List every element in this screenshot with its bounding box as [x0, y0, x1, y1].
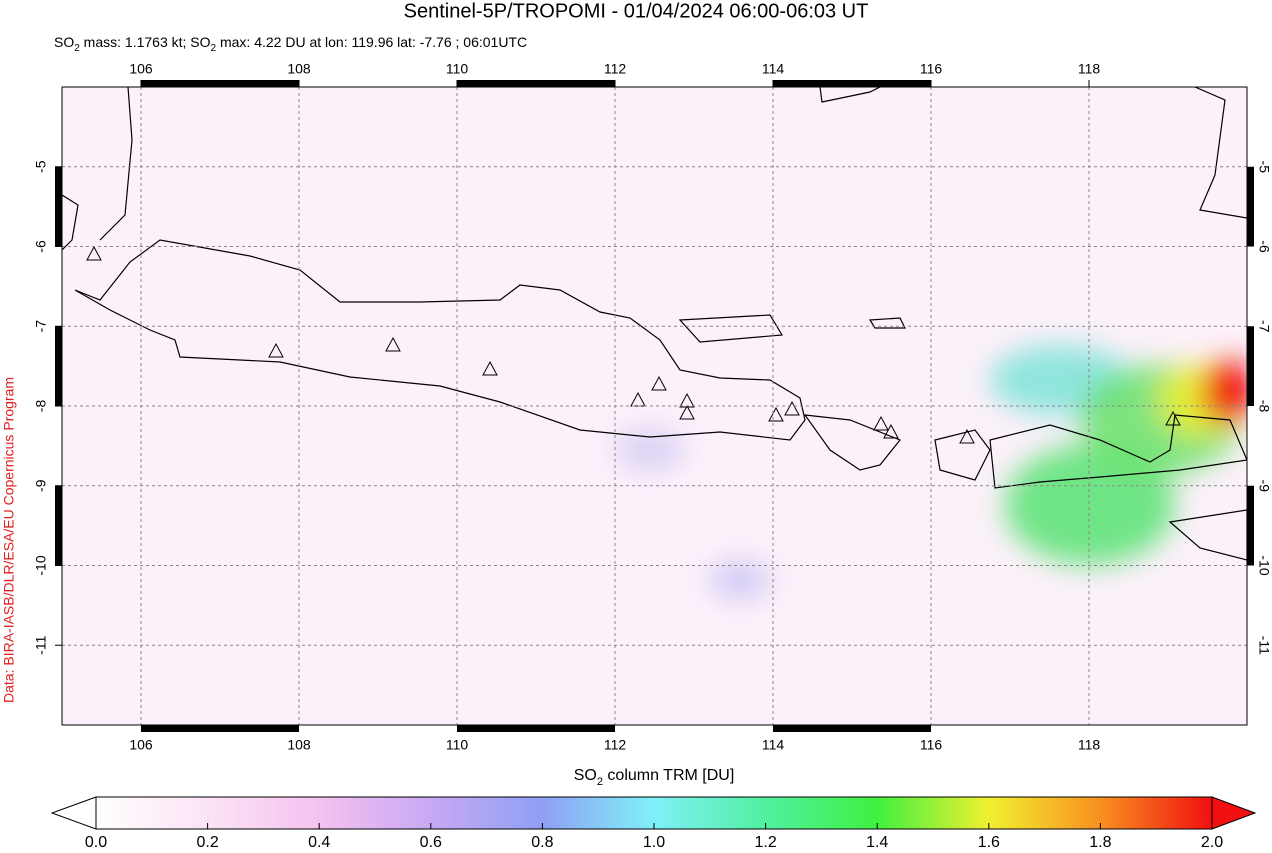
frame-bar [773, 80, 931, 87]
colorbar-tick-label: 1.6 [978, 834, 1000, 851]
x-tick-label: 108 [287, 61, 311, 77]
colorbar-tick-label: 0.6 [420, 834, 442, 851]
colorbar-tick-label: 0.0 [85, 834, 107, 851]
x-tick-label: 116 [920, 61, 943, 77]
credit: Data: BIRA-IASB/DLR/ESA/EU Copernicus Pr… [1, 377, 17, 703]
subtitle-part: 2 [74, 43, 80, 54]
y-tick-label: -6 [1256, 240, 1272, 253]
y-tick-label: -5 [1256, 161, 1272, 174]
x-tick-label: 112 [604, 61, 627, 77]
map-area [62, 87, 1247, 725]
frame-bar [55, 485, 62, 566]
y-tick-label: -11 [33, 635, 49, 654]
subtitle-part: 2 [211, 43, 217, 54]
grid [62, 87, 1247, 725]
colorbar-label-part: SO [574, 767, 597, 784]
y-tick-label: -10 [1256, 555, 1272, 575]
colorbar-over [1211, 796, 1257, 830]
frame-bar [1247, 485, 1254, 566]
x-tick-label: 108 [287, 737, 311, 753]
coastline [62, 87, 1247, 561]
colorbar-label: SO2 column TRM [DU] [574, 767, 735, 788]
x-tick-label: 118 [1078, 737, 1101, 753]
frame-bar [55, 326, 62, 406]
x-tick-label: 114 [762, 61, 785, 77]
subtitle-part: mass: 1.1763 kt; SO [80, 34, 211, 50]
y-tick-label: -5 [33, 160, 49, 173]
x-tick-label: 112 [604, 737, 627, 753]
y-tick-label: -10 [33, 555, 49, 575]
x-tick-label: 106 [129, 737, 153, 753]
y-tick-label: -6 [33, 240, 49, 253]
colorbar-tick-label: 0.2 [196, 834, 218, 851]
x-tick-label: 118 [1078, 61, 1101, 77]
x-tick-label: 110 [446, 61, 469, 77]
colorbar-label-part: column TRM [DU] [603, 767, 734, 784]
subtitle-part: max: 4.22 DU at lon: 119.96 lat: -7.76 ;… [216, 34, 527, 50]
x-tick-label: 110 [446, 737, 469, 753]
frame-bar [457, 80, 615, 87]
frame-bar [141, 725, 299, 732]
x-tick-label: 116 [920, 737, 943, 753]
colorbar-label-part: 2 [597, 776, 603, 788]
y-tick-label: -7 [1256, 320, 1272, 333]
colorbar-tick-label: 1.8 [1089, 834, 1111, 851]
y-tick-label: -7 [33, 320, 49, 333]
colorbar-tick-label: 0.8 [531, 834, 553, 851]
y-tick-label: -9 [33, 479, 49, 492]
subtitle-part: SO [54, 34, 74, 50]
colorbar-under [50, 796, 97, 830]
frame-bar [773, 725, 931, 732]
y-tick-label: -9 [1256, 480, 1272, 493]
y-tick-label: -11 [1256, 636, 1272, 655]
colorbar-tick-label: 1.4 [866, 834, 888, 851]
colorbar-tick-label: 1.0 [643, 834, 665, 851]
frame-bar [457, 725, 615, 732]
colorbar-tick-label: 0.4 [308, 834, 330, 851]
x-tick-label: 106 [129, 61, 153, 77]
frame-bar [141, 80, 299, 87]
y-tick-label: -8 [33, 400, 49, 413]
frame-bar [1247, 326, 1254, 406]
colorbar-tick-label: 1.2 [754, 834, 776, 851]
x-tick-label: 114 [762, 737, 785, 753]
so2-plume [615, 345, 1247, 598]
colorbar-tick-label: 2.0 [1201, 834, 1223, 851]
frame-bar [1247, 166, 1254, 247]
title: Sentinel-5P/TROPOMI - 01/04/2024 06:00-0… [404, 0, 869, 22]
y-tick-label: -8 [1256, 400, 1272, 413]
subtitle: SO2 mass: 1.1763 kt; SO2 max: 4.22 DU at… [54, 34, 527, 54]
frame-bar [55, 166, 62, 247]
